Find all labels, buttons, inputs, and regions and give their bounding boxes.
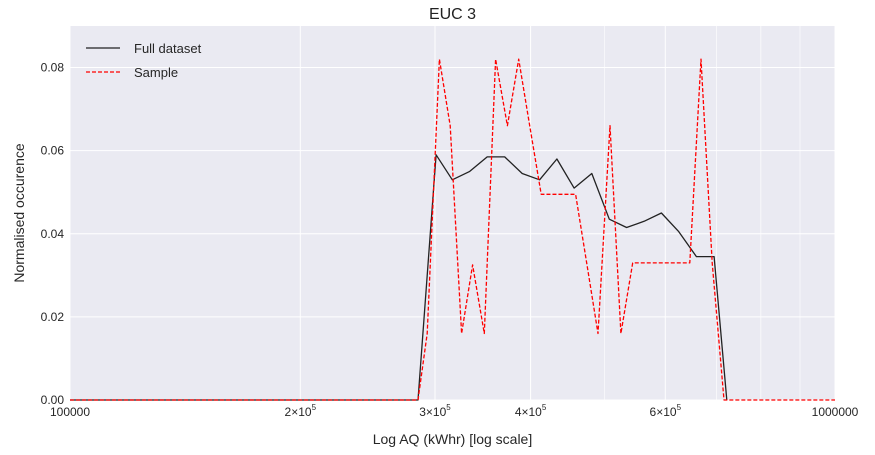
- y-tick-label: 0.00: [41, 393, 65, 407]
- legend-label: Sample: [134, 65, 178, 80]
- y-tick-label: 0.06: [41, 144, 65, 158]
- x-tick-label: 100000: [50, 405, 90, 419]
- grid-lines: [69, 26, 836, 401]
- y-tick-labels: 0.00 0.02 0.04 0.06 0.08: [41, 61, 65, 407]
- series-line-sample: [70, 58, 835, 401]
- x-tick-label: 1000000: [812, 405, 859, 419]
- x-tick-label: 3×105: [419, 403, 451, 419]
- x-tick-labels: 100000 2×105 3×105 4×105 6×105 1000000: [50, 403, 859, 419]
- x-tick-label: 6×105: [650, 403, 682, 419]
- y-axis-label: Normalised occurence: [11, 143, 27, 282]
- series-group: [70, 58, 835, 401]
- chart-title: EUC 3: [429, 6, 476, 23]
- y-tick-label: 0.04: [41, 227, 65, 241]
- legend-label: Full dataset: [134, 41, 202, 56]
- series-line-full-dataset: [70, 154, 728, 401]
- y-tick-label: 0.02: [41, 310, 65, 324]
- plot-background: [70, 26, 835, 400]
- y-tick-label: 0.08: [41, 61, 65, 75]
- x-tick-label: 4×105: [515, 403, 547, 419]
- legend: Full dataset Sample: [86, 41, 202, 80]
- x-tick-label: 2×105: [285, 403, 317, 419]
- x-axis-label: Log AQ (kWhr) [log scale]: [373, 431, 533, 447]
